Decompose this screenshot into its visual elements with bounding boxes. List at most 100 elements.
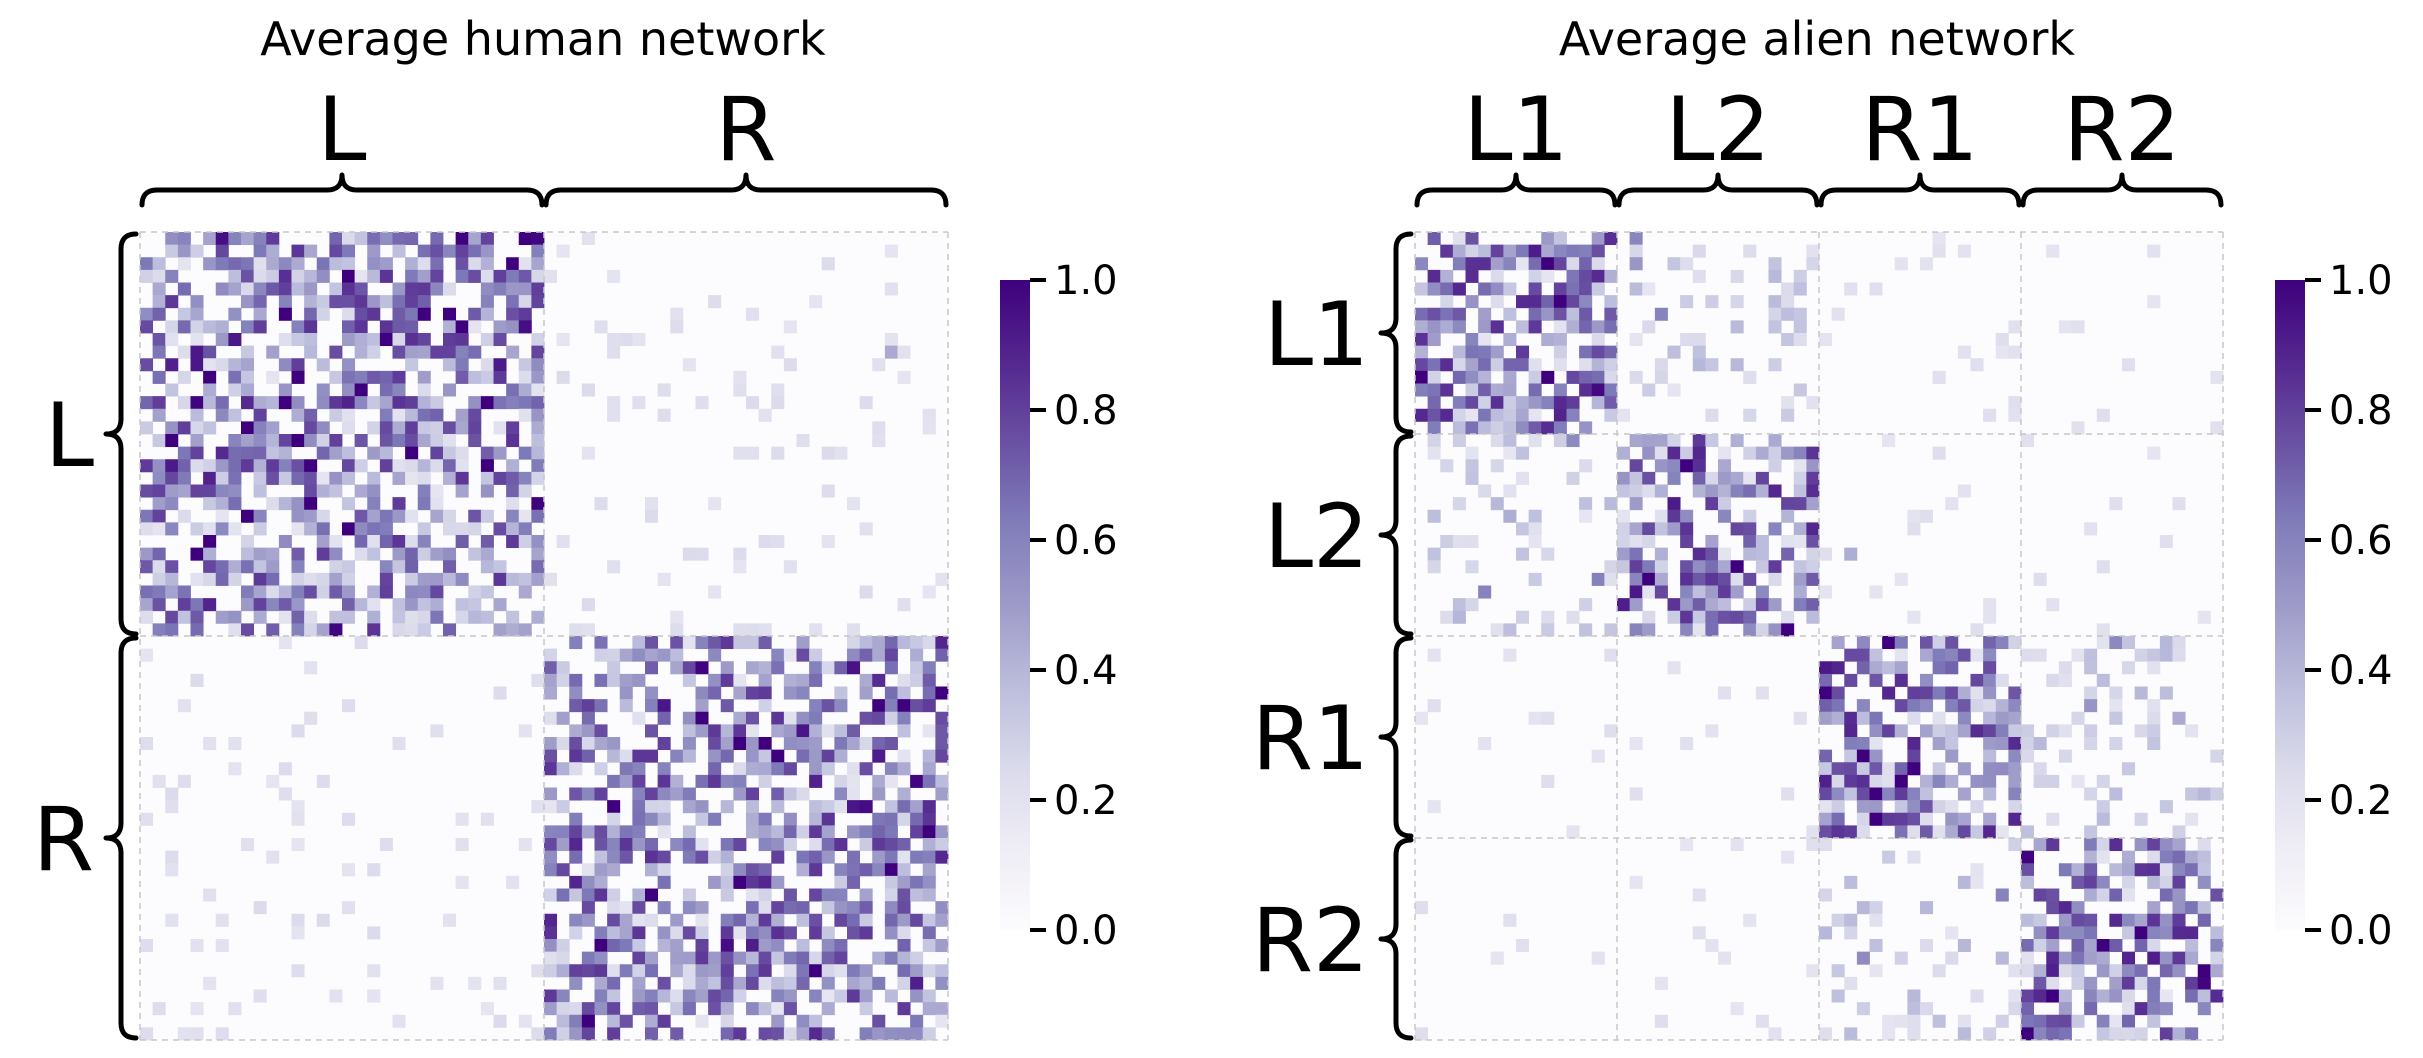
heatmap-cell	[2046, 926, 2060, 940]
heatmap-cell	[922, 686, 936, 700]
heatmap-cell	[884, 926, 898, 940]
heatmap-cell	[1503, 282, 1517, 296]
heatmap-cell	[329, 623, 343, 637]
heatmap-cell	[682, 749, 696, 763]
heatmap-cell	[1920, 939, 1934, 953]
heatmap-cell	[2210, 749, 2224, 763]
heatmap-cell	[569, 762, 583, 776]
heatmap-cell	[607, 976, 621, 990]
heatmap-cell	[1692, 358, 1706, 372]
heatmap-cell	[417, 623, 431, 637]
heatmap-cell	[1415, 901, 1429, 915]
heatmap-cell	[556, 838, 570, 852]
heatmap-cell	[190, 446, 204, 460]
heatmap-cell	[910, 812, 924, 826]
heatmap-cell	[1995, 762, 2009, 776]
heatmap-cell	[1440, 358, 1454, 372]
heatmap-cell	[1983, 673, 1997, 687]
heatmap-cell	[569, 737, 583, 751]
heatmap-cell	[2046, 989, 2060, 1003]
heatmap-cell	[922, 749, 936, 763]
heatmap-cell	[1629, 333, 1643, 347]
heatmap-cell	[632, 711, 646, 725]
heatmap-cell	[2046, 812, 2060, 826]
heatmap-cell	[796, 636, 810, 650]
heatmap-cell	[1718, 484, 1732, 498]
heatmap-cell	[329, 572, 343, 586]
heatmap-cell	[897, 976, 911, 990]
heatmap-cell	[758, 774, 772, 788]
heatmap-cell	[746, 825, 760, 839]
heatmap-cell	[253, 232, 267, 246]
heatmap-cell	[2071, 1014, 2085, 1028]
heatmap-cell	[518, 282, 532, 296]
heatmap-cell	[468, 610, 482, 624]
heatmap-cell	[1490, 345, 1504, 359]
heatmap-cell	[1541, 295, 1555, 309]
heatmap-cell	[872, 421, 886, 435]
heatmap-cell	[228, 282, 242, 296]
heatmap-cell	[809, 774, 823, 788]
heatmap-cell	[1478, 396, 1492, 410]
heatmap-cell	[1490, 951, 1504, 965]
heatmap-cell	[430, 434, 444, 448]
heatmap-cell	[720, 976, 734, 990]
heatmap-cell	[1566, 320, 1580, 334]
heatmap-cell	[2046, 939, 2060, 953]
heatmap-cell	[935, 572, 949, 586]
heatmap-cell	[544, 926, 558, 940]
heatmap-cell	[165, 269, 179, 283]
heatmap-cell	[910, 1014, 924, 1028]
heatmap-cell	[506, 610, 520, 624]
heatmap-cell	[1932, 762, 1946, 776]
heatmap-cell	[1617, 471, 1631, 485]
heatmap-cell	[1957, 244, 1971, 258]
heatmap-cell	[1920, 787, 1934, 801]
heatmap-cell	[1806, 484, 1820, 498]
heatmap-cell	[1730, 320, 1744, 334]
heatmap-cell	[720, 838, 734, 852]
heatmap-cell	[556, 737, 570, 751]
heatmap-cell	[1920, 825, 1934, 839]
heatmap-cell	[607, 825, 621, 839]
heatmap-cell	[897, 598, 911, 612]
heatmap-cell	[417, 434, 431, 448]
heatmap-cell	[2084, 825, 2098, 839]
heatmap-cell	[1478, 370, 1492, 384]
heatmap-cell	[682, 850, 696, 864]
heatmap-cell	[367, 333, 381, 347]
heatmap-cell	[645, 661, 659, 675]
heatmap-cell	[733, 560, 747, 574]
heatmap-cell	[2172, 888, 2186, 902]
heatmap-cell	[329, 471, 343, 485]
heatmap-cell	[1844, 787, 1858, 801]
heatmap-cell	[1516, 295, 1530, 309]
heatmap-cell	[834, 951, 848, 965]
heatmap-cell	[1957, 812, 1971, 826]
heatmap-cell	[2122, 976, 2136, 990]
heatmap-cell	[1490, 257, 1504, 271]
heatmap-cell	[1856, 711, 1870, 725]
heatmap-cell	[443, 244, 457, 258]
heatmap-cell	[1995, 711, 2009, 725]
heatmap-cell	[1579, 497, 1593, 511]
heatmap-cell	[2008, 838, 2022, 852]
heatmap-cell	[1667, 257, 1681, 271]
heatmap-cell	[2172, 648, 2186, 662]
heatmap-cell	[480, 509, 494, 523]
colorbar-tick-label: 0.0	[1054, 908, 1118, 954]
heatmap-cell	[544, 1002, 558, 1016]
heatmap-cell	[531, 673, 545, 687]
heatmap-cell	[1844, 547, 1858, 561]
heatmap-cell	[1856, 774, 1870, 788]
heatmap-cell	[884, 699, 898, 713]
heatmap-cell	[506, 434, 520, 448]
heatmap-cell	[1793, 320, 1807, 334]
heatmap-cell	[140, 598, 154, 612]
heatmap-cell	[897, 838, 911, 852]
heatmap-cell	[1452, 396, 1466, 410]
heatmap-cell	[1718, 509, 1732, 523]
heatmap-cell	[594, 888, 608, 902]
heatmap-cell	[316, 446, 330, 460]
heatmap-cell	[746, 661, 760, 675]
